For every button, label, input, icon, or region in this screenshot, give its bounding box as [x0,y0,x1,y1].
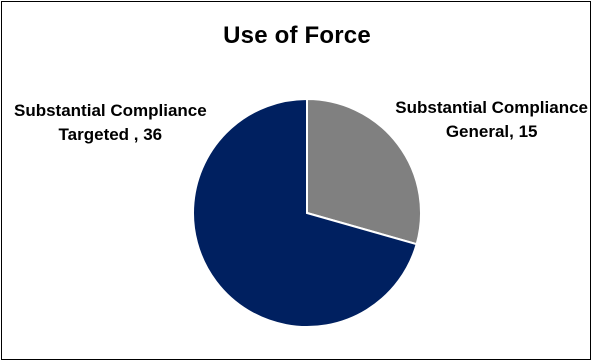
data-label-targeted-line2: Targeted , 36 [58,125,163,144]
data-label-targeted-line1: Substantial Compliance [14,101,207,120]
chart-title: Use of Force [223,22,371,49]
data-label-general: Substantial Compliance General, 15 [395,96,588,144]
pie-slice-targeted [192,97,418,328]
data-label-general-line1: Substantial Compliance [395,98,588,117]
pie-slice-general [306,97,422,246]
data-label-targeted: Substantial Compliance Targeted , 36 [14,99,207,147]
data-label-general-line2: General, 15 [445,122,538,141]
